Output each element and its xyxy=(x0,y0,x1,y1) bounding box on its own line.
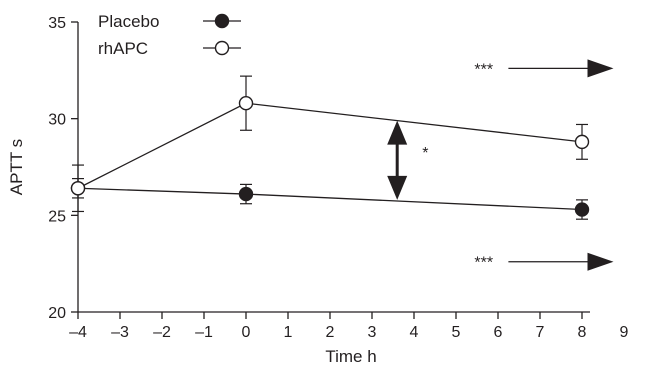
data-point xyxy=(70,181,86,196)
y-tick-label: 35 xyxy=(48,15,66,32)
significance-arrow: *** xyxy=(474,252,614,272)
x-tick-label: 2 xyxy=(326,324,335,341)
series-line xyxy=(77,187,583,211)
axes: 20 25 30 35 –4 –3 –2 –1 0 1 2 3 4 5 6 7 8 9 Time h APTT s xyxy=(7,15,629,366)
series-layer xyxy=(70,75,590,220)
legend-marker xyxy=(214,40,230,56)
x-axis-title: Time h xyxy=(325,347,376,366)
legend-item-rhapc: rhAPC xyxy=(98,39,241,58)
x-tick-label: –2 xyxy=(153,324,171,341)
x-tick-label: –3 xyxy=(111,324,129,341)
data-point xyxy=(238,95,254,111)
x-tick-label: 1 xyxy=(284,324,293,341)
significance-label: *** xyxy=(474,61,493,78)
legend-label: rhAPC xyxy=(98,39,148,58)
y-tick-label: 25 xyxy=(48,208,66,225)
y-tick-label: 30 xyxy=(48,112,66,129)
arrow-head xyxy=(587,252,614,271)
x-tick-label: 6 xyxy=(494,324,503,341)
series-line xyxy=(77,102,583,189)
legend-marker xyxy=(214,13,230,29)
double-arrow: * xyxy=(387,120,428,200)
x-tick-label: 0 xyxy=(242,324,251,341)
x-tick-label: 5 xyxy=(452,324,461,341)
double-arrow-head-bottom xyxy=(387,175,408,200)
significance-label: *** xyxy=(474,255,493,272)
x-tick-label: 7 xyxy=(536,324,545,341)
x-tick-label: 8 xyxy=(578,324,587,341)
x-tick-label: 3 xyxy=(368,324,377,341)
legend-item-placebo: Placebo xyxy=(98,12,241,31)
data-point xyxy=(238,186,254,202)
legend-label: Placebo xyxy=(98,12,159,31)
x-tick-label: 9 xyxy=(620,324,629,341)
y-tick-label: 20 xyxy=(48,305,66,322)
series-placebo xyxy=(70,178,590,220)
x-tick-label: –1 xyxy=(195,324,213,341)
series-rhapc xyxy=(70,75,590,213)
double-arrow-label: * xyxy=(422,145,428,162)
annotations: ******* xyxy=(387,59,614,272)
data-point xyxy=(574,202,590,217)
arrow-head xyxy=(587,59,614,78)
data-point xyxy=(574,134,590,150)
y-axis-title: APTT s xyxy=(7,139,26,195)
legend: Placebo rhAPC xyxy=(98,12,241,58)
x-tick-label: –4 xyxy=(69,324,87,341)
significance-arrow: *** xyxy=(474,59,614,78)
double-arrow-head-top xyxy=(387,120,408,145)
x-tick-label: 4 xyxy=(410,324,419,341)
